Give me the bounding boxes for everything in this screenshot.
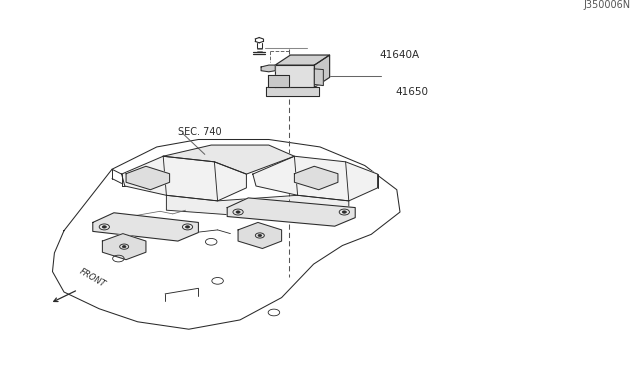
Polygon shape <box>314 55 330 87</box>
Polygon shape <box>227 198 355 226</box>
Circle shape <box>342 211 346 213</box>
Polygon shape <box>238 222 282 248</box>
Circle shape <box>267 68 269 69</box>
Polygon shape <box>294 166 338 190</box>
Polygon shape <box>314 69 323 86</box>
Circle shape <box>309 91 312 92</box>
Circle shape <box>317 76 320 77</box>
Polygon shape <box>268 75 289 87</box>
Polygon shape <box>122 156 246 201</box>
Circle shape <box>271 91 273 92</box>
Polygon shape <box>166 195 349 216</box>
Polygon shape <box>275 65 314 87</box>
Polygon shape <box>52 140 400 329</box>
Text: 41640A: 41640A <box>380 50 420 60</box>
Polygon shape <box>93 213 198 241</box>
Polygon shape <box>102 234 146 260</box>
Text: SEC. 740: SEC. 740 <box>178 127 221 137</box>
Text: 41650: 41650 <box>396 87 429 97</box>
Circle shape <box>236 211 240 213</box>
Polygon shape <box>266 87 319 96</box>
Polygon shape <box>275 55 330 65</box>
Polygon shape <box>253 156 378 201</box>
Circle shape <box>102 226 106 228</box>
Circle shape <box>186 226 189 228</box>
Circle shape <box>258 234 262 237</box>
Circle shape <box>122 246 126 248</box>
Text: J350006N: J350006N <box>583 0 630 10</box>
Polygon shape <box>163 145 294 174</box>
Polygon shape <box>261 65 275 72</box>
Text: FRONT: FRONT <box>78 267 108 289</box>
Polygon shape <box>126 166 170 190</box>
